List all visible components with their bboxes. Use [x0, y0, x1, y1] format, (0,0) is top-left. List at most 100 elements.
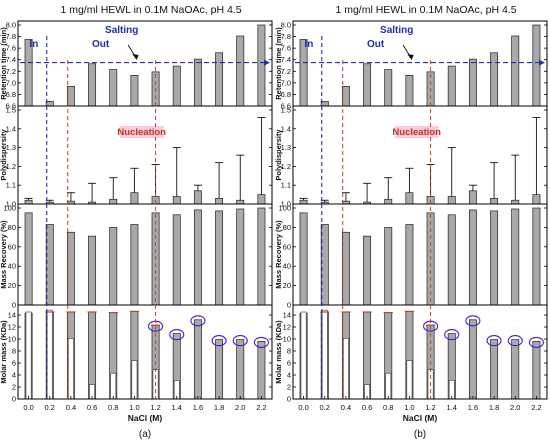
bar	[405, 74, 414, 107]
bar	[130, 74, 139, 107]
bar	[320, 224, 329, 306]
y-tick-label: 7.0	[6, 78, 16, 87]
y-tick-label: 7.8	[281, 32, 291, 41]
bar	[88, 235, 97, 306]
y-tick-label: 100	[3, 204, 16, 213]
bar	[447, 214, 456, 306]
inner-bar	[46, 309, 53, 400]
x-tick-label: 0.2	[45, 403, 55, 412]
subplot-polydispersity: Polydispersity 1.0 1.1 1.2 1.3 1.4 1.5	[274, 105, 548, 209]
subplot-frame	[17, 203, 273, 306]
panel-label: (a)	[139, 429, 151, 440]
y-axis-label: Polydispersity	[0, 129, 8, 181]
bar	[130, 192, 139, 205]
nucleation-label: Nucleation	[117, 127, 166, 138]
y-tick-label: 0	[12, 301, 16, 310]
y-tick-label: 7.4	[281, 55, 291, 64]
bar	[468, 58, 477, 107]
bar	[66, 85, 75, 107]
bar	[405, 224, 414, 306]
y-tick-label: 10	[283, 335, 291, 344]
x-tick-label: 0.6	[362, 403, 372, 412]
in-label: In	[304, 39, 313, 50]
bar	[468, 190, 477, 205]
y-tick-label: 1.5	[281, 106, 291, 115]
bar	[236, 199, 245, 205]
x-tick-label: 0.6	[87, 403, 97, 412]
bar	[532, 341, 541, 400]
y-tick-label: 4	[287, 371, 291, 380]
x-tick-label: 1.2	[150, 403, 160, 412]
salting-label: Salting	[380, 25, 413, 36]
subplot-frame	[17, 304, 273, 400]
bar	[447, 196, 456, 205]
subplot-frame	[292, 304, 548, 400]
bar	[341, 85, 350, 107]
bar	[363, 63, 372, 107]
x-tick-label: 2.0	[235, 403, 245, 412]
y-tick-label: 12	[8, 323, 16, 332]
y-tick-label: 100	[278, 204, 291, 213]
bar	[215, 198, 224, 205]
nucleation-label: Nucleation	[392, 127, 441, 138]
bar	[384, 198, 393, 205]
bar	[299, 212, 308, 306]
x-tick-label: 0.0	[23, 403, 33, 412]
y-tick-label: 7.6	[6, 44, 16, 53]
bar	[109, 227, 118, 306]
bar	[172, 65, 181, 107]
y-tick-label: 0	[287, 301, 291, 310]
y-axis-label: Retention time (min)	[274, 27, 283, 100]
highlight-circle	[444, 329, 460, 341]
bar	[109, 198, 118, 205]
y-tick-label: 40	[8, 262, 16, 271]
subplot-frame	[17, 20, 273, 107]
y-tick-label: 1.2	[6, 162, 16, 171]
y-tick-label: 1.5	[6, 106, 16, 115]
bar	[215, 339, 224, 400]
y-tick-label: 7.2	[281, 67, 291, 76]
x-tick-label: 1.4	[172, 403, 182, 412]
bar	[405, 192, 414, 205]
bar	[511, 339, 520, 400]
x-tick-label: 0.2	[320, 403, 330, 412]
y-tick-label: 1.1	[6, 181, 16, 190]
panel-label: (b)	[414, 429, 426, 440]
bar	[193, 209, 202, 306]
subplot-frame	[292, 105, 548, 205]
y-tick-label: 6	[287, 359, 291, 368]
bar	[363, 235, 372, 306]
highlight-circle	[253, 336, 269, 348]
x-tick-label: 1.0	[404, 403, 414, 412]
bar	[447, 65, 456, 107]
bar	[172, 196, 181, 205]
arrow-head-right	[539, 59, 545, 66]
bar	[257, 194, 266, 205]
out-arrow-head	[132, 54, 139, 60]
y-axis-label: Molar mass (KDa)	[274, 320, 283, 384]
salting-label: Salting	[105, 25, 138, 36]
in-label: In	[29, 39, 38, 50]
y-tick-label: 6.8	[281, 90, 291, 99]
y-tick-label: 1.0	[6, 200, 16, 209]
highlight-circle	[465, 315, 481, 327]
y-tick-label: 80	[8, 223, 16, 232]
nucleation-highlight	[394, 126, 439, 138]
inner-bar	[385, 372, 392, 400]
panel-b: 1 mg/ml HEWL in 0.1M NaOAc, pH 4.5 Retent…	[274, 4, 548, 440]
x-tick-label: 1.8	[489, 403, 499, 412]
bar	[511, 208, 520, 306]
arrow-head-right	[264, 59, 270, 66]
y-tick-label: 6.6	[281, 102, 291, 111]
bar	[490, 339, 499, 400]
highlight-circle	[232, 335, 248, 347]
out-label: Out	[367, 39, 385, 50]
x-tick-label: 1.2	[425, 403, 435, 412]
y-tick-label: 1.4	[281, 124, 291, 133]
bar	[299, 199, 308, 205]
subplot-molar_mass: Molar mass (KDa) 0 2 4 6 8 10 12 14	[274, 304, 548, 404]
x-tick-label: 2.2	[531, 403, 541, 412]
bar	[468, 319, 477, 400]
inner-bar	[68, 338, 74, 400]
